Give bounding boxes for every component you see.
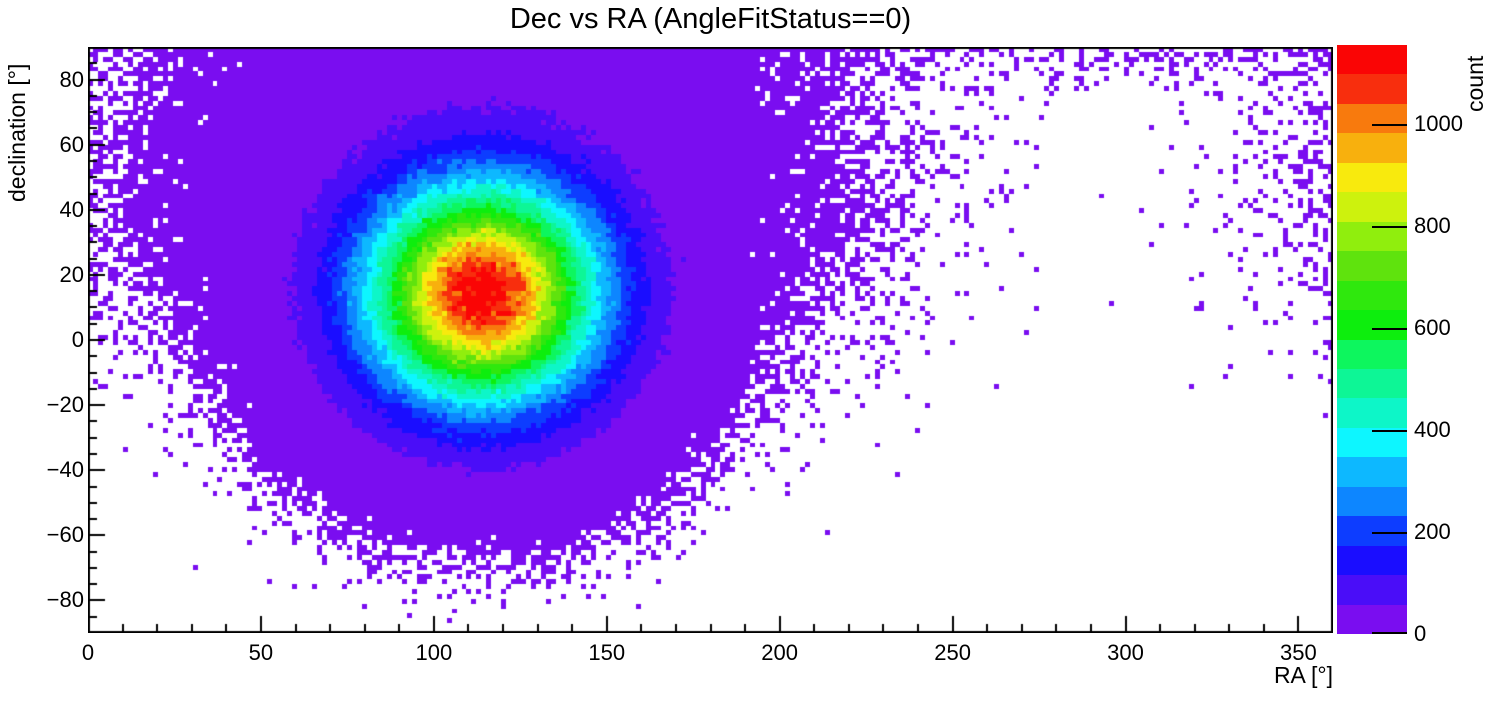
colorbar-band (1337, 575, 1407, 605)
x-axis-title: RA [°] (1273, 662, 1333, 688)
colorbar-tick-label: 200 (1414, 519, 1451, 544)
y-tick-label: −60 (46, 522, 84, 548)
colorbar-band (1337, 310, 1407, 340)
colorbar-tick-label: 600 (1414, 315, 1451, 341)
colorbar-band (1337, 162, 1407, 193)
colorbar-band (1337, 133, 1407, 163)
heatmap-plot-area (88, 47, 1333, 633)
y-tick-label: −80 (46, 587, 84, 613)
colorbar-band (1337, 604, 1407, 635)
colorbar (1337, 45, 1407, 635)
colorbar-band (1337, 427, 1407, 458)
x-tick-label: 350 (1280, 640, 1317, 665)
colorbar-band (1337, 368, 1407, 399)
x-tick-label: 100 (415, 640, 453, 665)
x-tick-label: 200 (761, 640, 799, 665)
colorbar-band (1337, 486, 1407, 517)
x-tick-label: 50 (248, 640, 274, 665)
colorbar-tick-label: 400 (1414, 417, 1451, 443)
y-tick-label: 0 (71, 327, 84, 352)
y-tick-label: −20 (46, 392, 84, 418)
colorbar-band (1337, 457, 1407, 487)
colorbar-band (1337, 74, 1407, 104)
x-tick-label: 0 (81, 640, 95, 665)
colorbar-band (1337, 516, 1407, 546)
colorbar-band (1337, 221, 1407, 252)
y-tick-label: −40 (46, 457, 84, 483)
plot-title: Dec vs RA (AngleFitStatus==0) (509, 3, 912, 35)
colorbar-tick-label: 800 (1414, 213, 1451, 239)
colorbar-band (1337, 339, 1407, 369)
colorbar-band (1337, 251, 1407, 281)
x-tick-label: 300 (1107, 640, 1144, 665)
colorbar-band (1337, 398, 1407, 428)
colorbar-band (1337, 280, 1407, 311)
colorbar-band (1337, 545, 1407, 576)
colorbar-tick-label: 0 (1414, 621, 1427, 646)
colorbar-tick-label: 1000 (1414, 111, 1463, 137)
colorbar-band (1337, 103, 1407, 134)
y-tick-label: 20 (59, 261, 84, 287)
colorbar-title: count (1462, 55, 1488, 112)
colorbar-band (1337, 45, 1407, 75)
x-tick-label: 250 (934, 640, 971, 665)
y-tick-label: 40 (59, 196, 84, 222)
colorbar-band (1337, 192, 1407, 222)
y-axis-title: declination [°] (4, 63, 30, 202)
x-tick-label: 150 (588, 640, 626, 665)
